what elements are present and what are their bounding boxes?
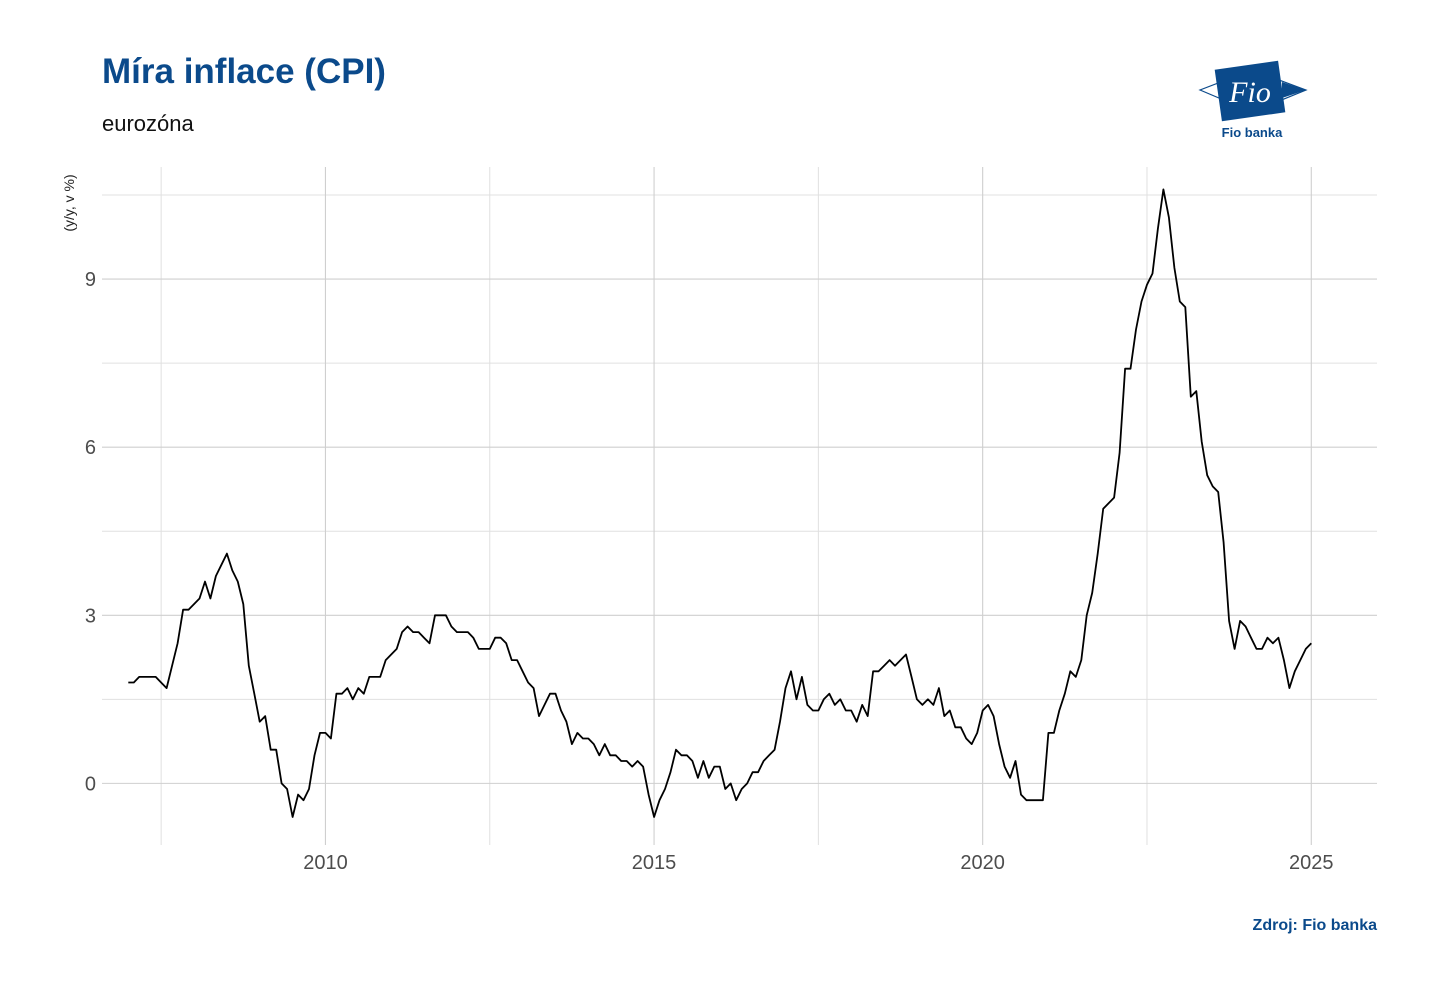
grid-major: [102, 167, 1377, 845]
x-tick-label: 2020: [960, 852, 1005, 874]
grid-minor: [102, 167, 1377, 845]
y-tick-label: 9: [85, 269, 96, 291]
source-note: Zdroj: Fio banka: [1252, 917, 1377, 934]
series-line-cpi: [128, 188, 1312, 818]
x-tick-label: 2015: [632, 852, 677, 874]
chart-subtitle: eurozóna: [102, 111, 194, 136]
x-tick-label: 2010: [303, 852, 348, 874]
series-group: [128, 188, 1312, 818]
x-tick-labels: 2010 2015 2020 2025: [303, 852, 1333, 874]
x-tick-label: 2025: [1289, 852, 1334, 874]
logo-mark-text: Fio: [1228, 76, 1271, 109]
logo-caption: Fio banka: [1221, 125, 1283, 140]
chart-title: Míra inflace (CPI): [102, 52, 386, 91]
y-tick-labels: 0 3 6 9: [85, 269, 96, 795]
y-tick-label: 3: [85, 605, 96, 627]
y-tick-label: 0: [85, 773, 96, 795]
y-tick-label: 6: [85, 437, 96, 459]
fio-logo-icon: Fio: [1198, 60, 1308, 122]
y-axis-label: (y/y, v %): [61, 174, 77, 231]
